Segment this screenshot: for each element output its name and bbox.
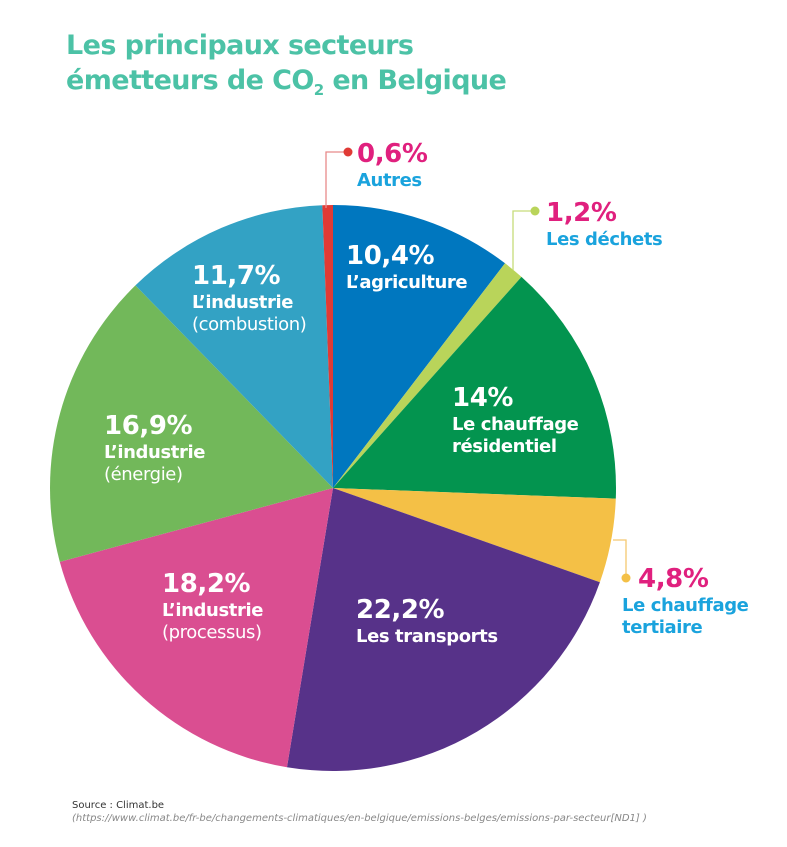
pie-slice <box>135 205 333 488</box>
title-line-2-text: émetteurs de CO <box>66 65 314 96</box>
label-processus-name: L’industrie <box>162 600 264 621</box>
source-url: (https://www.climat.be/fr-be/changements… <box>72 813 647 824</box>
label-residentiel-name2: résidentiel <box>452 436 557 457</box>
connector-tertiaire <box>613 539 631 583</box>
label-processus-pct: 18,2% <box>162 569 251 599</box>
title-line-2-end: en Belgique <box>323 65 507 96</box>
label-combustion-pct: 11,7% <box>192 261 281 291</box>
label-tertiaire: 4,8% Le chauffage tertiaire <box>622 563 749 639</box>
label-autres-pct: 0,6% <box>357 139 428 169</box>
label-agriculture-name: L’agriculture <box>346 272 468 293</box>
label-autres: 0,6% Autres <box>357 138 428 192</box>
label-energie: 16,9% L’industrie (énergie) <box>104 410 205 486</box>
pie-slice <box>286 488 600 771</box>
label-transports: 22,2% Les transports <box>356 594 498 648</box>
label-residentiel-name: Le chauffage <box>452 414 579 435</box>
label-autres-name: Autres <box>357 170 422 191</box>
label-combustion-sub: (combustion) <box>192 314 307 335</box>
label-processus: 18,2% L’industrie (processus) <box>162 568 263 644</box>
label-combustion: 11,7% L’industrie (combustion) <box>192 260 307 336</box>
label-processus-sub: (processus) <box>162 622 262 643</box>
label-residentiel-pct: 14% <box>452 383 514 413</box>
label-transports-name: Les transports <box>356 626 498 647</box>
label-combustion-name: L’industrie <box>192 292 294 313</box>
label-transports-pct: 22,2% <box>356 595 445 625</box>
pie-slices <box>50 205 617 771</box>
connector-dechets <box>512 206 540 270</box>
label-energie-name: L’industrie <box>104 442 206 463</box>
label-agriculture: 10,4% L’agriculture <box>346 240 468 294</box>
source-note: Source : Climat.be (https://www.climat.b… <box>72 799 647 825</box>
label-tertiaire-name2: tertiaire <box>622 617 703 638</box>
label-dechets-name: Les déchets <box>546 229 663 250</box>
pie-slice <box>59 488 334 768</box>
title-line-2: émetteurs de CO2 en Belgique <box>66 63 507 99</box>
connector-autres <box>325 147 353 208</box>
pie-slice <box>322 205 333 488</box>
chart-title: Les principaux secteurs émetteurs de CO2… <box>66 28 507 99</box>
source-title: Source : Climat.be <box>72 800 165 811</box>
pie-slice <box>333 205 506 488</box>
label-dechets-pct: 1,2% <box>546 198 617 228</box>
pie-slice <box>333 488 616 583</box>
label-energie-sub: (énergie) <box>104 464 183 485</box>
label-residentiel: 14% Le chauffage résidentiel <box>452 382 579 458</box>
label-dechets: 1,2% Les déchets <box>546 197 663 251</box>
title-subscript: 2 <box>313 81 324 99</box>
pie-slice <box>333 263 522 488</box>
label-tertiaire-name: Le chauffage <box>622 595 749 616</box>
title-line-1: Les principaux secteurs <box>66 30 414 61</box>
label-tertiaire-pct: 4,8% <box>638 564 709 594</box>
label-agriculture-pct: 10,4% <box>346 241 435 271</box>
pie-slice <box>333 276 617 499</box>
label-energie-pct: 16,9% <box>104 411 193 441</box>
pie-slice <box>50 285 334 562</box>
